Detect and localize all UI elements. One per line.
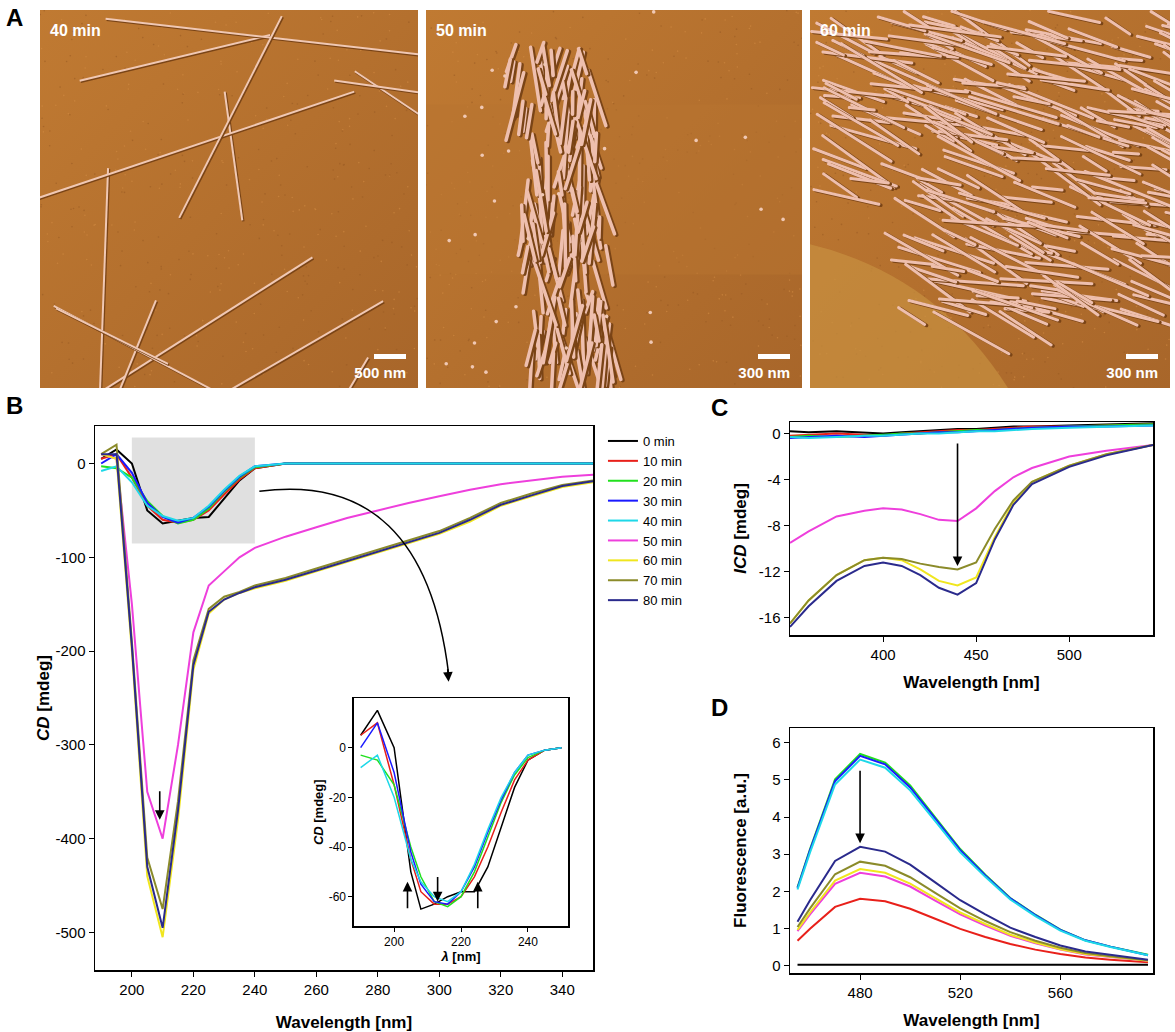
svg-text:-200: -200: [55, 642, 85, 659]
svg-text:5: 5: [772, 771, 780, 788]
svg-text:-400: -400: [55, 830, 85, 847]
svg-text:50 min: 50 min: [643, 534, 682, 549]
svg-text:70 min: 70 min: [643, 573, 682, 588]
svg-text:-12: -12: [759, 563, 781, 580]
svg-text:450: 450: [964, 646, 989, 663]
svg-text:20 min: 20 min: [643, 474, 682, 489]
svg-text:40 min: 40 min: [50, 22, 101, 39]
html-text:B: B: [6, 392, 24, 419]
svg-text:0 min: 0 min: [643, 434, 675, 449]
svg-text:λ [nm]: λ [nm]: [441, 949, 481, 964]
svg-text:-500: -500: [55, 924, 85, 941]
svg-text:200: 200: [119, 981, 144, 998]
svg-text:Fluorescence [a.u.]: Fluorescence [a.u.]: [731, 773, 750, 928]
svg-text:260: 260: [304, 981, 329, 998]
svg-text:3: 3: [772, 845, 780, 862]
html-text:A: A: [6, 4, 24, 31]
svg-text:220: 220: [451, 935, 471, 949]
svg-text:-20: -20: [329, 791, 347, 805]
svg-text:300: 300: [427, 981, 452, 998]
svg-text:60 min: 60 min: [643, 553, 682, 568]
svg-text:560: 560: [1048, 984, 1073, 1001]
svg-text:280: 280: [365, 981, 390, 998]
svg-text:300 nm: 300 nm: [1106, 364, 1158, 381]
svg-text:Wavelength [nm]: Wavelength [nm]: [276, 1013, 412, 1032]
svg-text:CD [mdeg]: CD [mdeg]: [311, 779, 326, 845]
svg-text:200: 200: [384, 935, 404, 949]
svg-text:-16: -16: [759, 609, 781, 626]
svg-text:10 min: 10 min: [643, 454, 682, 469]
svg-text:Wavelength [nm]: Wavelength [nm]: [903, 1011, 1039, 1030]
svg-text:Wavelength [nm]: Wavelength [nm]: [903, 673, 1039, 692]
svg-text:60 min: 60 min: [820, 22, 871, 39]
svg-text:-300: -300: [55, 736, 85, 753]
svg-text:1: 1: [772, 920, 780, 937]
svg-text:480: 480: [848, 984, 873, 1001]
svg-text:80 min: 80 min: [643, 593, 682, 608]
svg-text:400: 400: [871, 646, 896, 663]
svg-text:320: 320: [488, 981, 513, 998]
svg-text:-40: -40: [329, 840, 347, 854]
html-text:D: D: [711, 694, 729, 721]
svg-text:6: 6: [772, 734, 780, 751]
svg-text:520: 520: [948, 984, 973, 1001]
svg-text:50 min: 50 min: [436, 22, 487, 39]
svg-text:-4: -4: [767, 471, 780, 488]
svg-text:-60: -60: [329, 890, 347, 904]
svg-text:220: 220: [181, 981, 206, 998]
svg-text:ICD [mdeg]: ICD [mdeg]: [731, 483, 750, 574]
svg-text:0: 0: [772, 425, 780, 442]
svg-text:240: 240: [518, 935, 538, 949]
svg-text:300 nm: 300 nm: [738, 364, 790, 381]
svg-text:340: 340: [550, 981, 575, 998]
svg-text:-100: -100: [55, 549, 85, 566]
svg-text:4: 4: [772, 808, 780, 825]
svg-text:0: 0: [772, 957, 780, 974]
svg-text:-8: -8: [767, 517, 780, 534]
svg-text:30 min: 30 min: [643, 494, 682, 509]
svg-text:CD [mdeg]: CD [mdeg]: [34, 655, 53, 741]
svg-text:2: 2: [772, 883, 780, 900]
svg-text:240: 240: [242, 981, 267, 998]
svg-text:0: 0: [339, 741, 346, 755]
svg-text:0: 0: [77, 455, 85, 472]
svg-text:500: 500: [1057, 646, 1082, 663]
html-text:C: C: [711, 394, 729, 421]
svg-text:500 nm: 500 nm: [354, 364, 406, 381]
svg-text:40 min: 40 min: [643, 514, 682, 529]
